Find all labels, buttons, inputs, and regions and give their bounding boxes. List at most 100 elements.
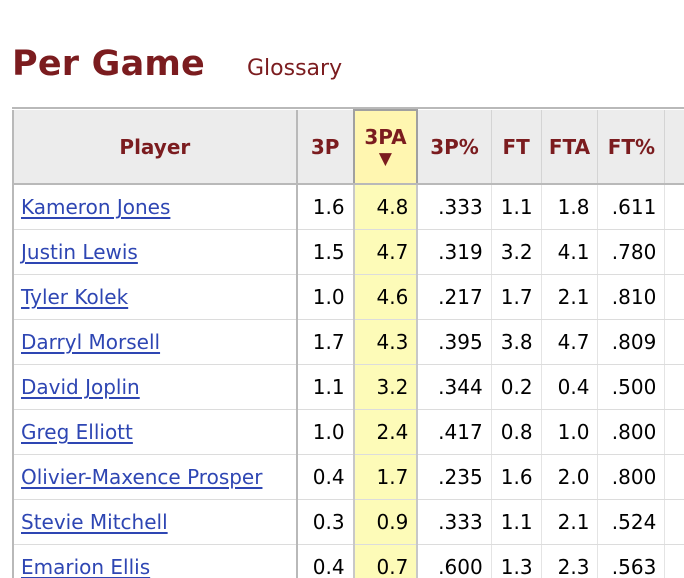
cell-fta: 2.0 [540,454,598,500]
cell-threepa: 4.8 [352,184,419,230]
table-row: Darryl Morsell 1.7 4.3.395 3.8 4.7.809 [12,319,684,365]
cell-ft: 1.3 [490,544,542,578]
cell-fta: 1.0 [540,409,598,455]
header-3pa-label: 3PA [364,125,407,149]
cell-threepa: 0.7 [352,544,419,578]
cell-threep: 1.1 [296,364,354,410]
cell-fta: 4.7 [540,319,598,365]
cell-ft-pct: .563 [597,544,665,578]
cell-threep-pct: .333 [416,499,492,545]
cell-overflow [664,454,684,500]
cell-ft: 0.2 [490,364,542,410]
cell-threep: 1.5 [296,229,354,275]
cell-overflow [664,499,684,545]
per-game-table: Player 3P 3PA ▼ 3P% FT FTA FT% Kameron J… [12,109,684,578]
cell-overflow [664,409,684,455]
cell-overflow [664,364,684,410]
cell-threep: 1.0 [296,274,354,320]
cell-threep: 0.3 [296,499,354,545]
cell-fta: 2.1 [540,499,598,545]
table-row: David Joplin 1.1 3.2.344 0.2 0.4.500 [12,364,684,410]
cell-fta: 2.3 [540,544,598,578]
player-link[interactable]: Olivier-Maxence Prosper [21,465,263,489]
cell-threepa: 2.4 [352,409,419,455]
cell-threep-pct: .319 [416,229,492,275]
cell-fta: 4.1 [540,229,598,275]
cell-threepa: 4.3 [352,319,419,365]
cell-threepa: 4.6 [352,274,419,320]
player-cell: David Joplin [12,364,298,410]
cell-fta: 2.1 [540,274,598,320]
cell-overflow [664,319,684,365]
cell-threep-pct: .235 [416,454,492,500]
cell-threep: 0.4 [296,454,354,500]
player-cell: Kameron Jones [12,184,298,230]
cell-ft-pct: .524 [597,499,665,545]
glossary-link[interactable]: Glossary [247,56,343,81]
table-row: Stevie Mitchell 0.3 0.9.333 1.1 2.1.524 [12,499,684,545]
table-body: Kameron Jones 1.6 4.8.333 1.1 1.8.611 Justin … [12,184,684,578]
table-row: Emarion Ellis 0.4 0.7.600 1.3 2.3.563 [12,544,684,578]
cell-ft-pct: .611 [597,184,665,230]
header-player[interactable]: Player [12,110,298,185]
cell-threep: 1.7 [296,319,354,365]
cell-fta: 0.4 [540,364,598,410]
header-3pa-sorted[interactable]: 3PA ▼ [352,109,419,185]
page-title: Per Game [12,44,205,84]
cell-ft: 1.1 [490,499,542,545]
cell-threep-pct: .417 [416,409,492,455]
header-next-column[interactable] [664,110,684,185]
cell-ft-pct: .800 [597,409,665,455]
cell-ft: 1.7 [490,274,542,320]
cell-overflow [664,229,684,275]
cell-threepa: 4.7 [352,229,419,275]
cell-threep: 1.6 [296,184,354,230]
cell-ft: 3.2 [490,229,542,275]
table-row: Tyler Kolek 1.0 4.6.217 1.7 2.1.810 [12,274,684,320]
player-link[interactable]: David Joplin [21,375,140,399]
cell-threepa: 3.2 [352,364,419,410]
cell-threep: 0.4 [296,544,354,578]
cell-threep-pct: .600 [416,544,492,578]
cell-threep-pct: .395 [416,319,492,365]
header-3p[interactable]: 3P [296,110,355,185]
cell-fta: 1.8 [540,184,598,230]
cell-ft-pct: .800 [597,454,665,500]
player-link[interactable]: Kameron Jones [21,195,171,219]
player-cell: Tyler Kolek [12,274,298,320]
sort-descending-icon: ▼ [378,149,392,169]
cell-ft: 1.1 [490,184,542,230]
cell-ft: 1.6 [490,454,542,500]
cell-threep-pct: .344 [416,364,492,410]
player-link[interactable]: Emarion Ellis [21,555,151,578]
header-ft-pct[interactable]: FT% [597,110,666,185]
cell-threep: 1.0 [296,409,354,455]
cell-ft-pct: .809 [597,319,665,365]
player-cell: Stevie Mitchell [12,499,298,545]
table-row: Justin Lewis 1.5 4.7.319 3.2 4.1.780 [12,229,684,275]
cell-ft: 0.8 [490,409,542,455]
player-link[interactable]: Darryl Morsell [21,330,161,354]
title-row: Per Game Glossary [12,44,342,90]
player-cell: Olivier-Maxence Prosper [12,454,298,500]
header-fta[interactable]: FTA [540,110,599,185]
cell-overflow [664,184,684,230]
stats-table-container: Player 3P 3PA ▼ 3P% FT FTA FT% Kameron J… [12,107,684,578]
player-link[interactable]: Justin Lewis [21,240,138,264]
header-3p-pct[interactable]: 3P% [416,110,492,185]
player-cell: Greg Elliott [12,409,298,455]
player-cell: Justin Lewis [12,229,298,275]
cell-threep-pct: .333 [416,184,492,230]
table-row: Greg Elliott 1.0 2.4.417 0.8 1.0.800 [12,409,684,455]
player-cell: Darryl Morsell [12,319,298,365]
cell-threep-pct: .217 [416,274,492,320]
player-link[interactable]: Tyler Kolek [21,285,129,309]
header-ft[interactable]: FT [490,110,542,185]
cell-overflow [664,274,684,320]
player-cell: Emarion Ellis [12,544,298,578]
player-link[interactable]: Stevie Mitchell [21,510,168,534]
header-row: Player 3P 3PA ▼ 3P% FT FTA FT% [12,109,684,185]
cell-overflow [664,544,684,578]
player-link[interactable]: Greg Elliott [21,420,133,444]
